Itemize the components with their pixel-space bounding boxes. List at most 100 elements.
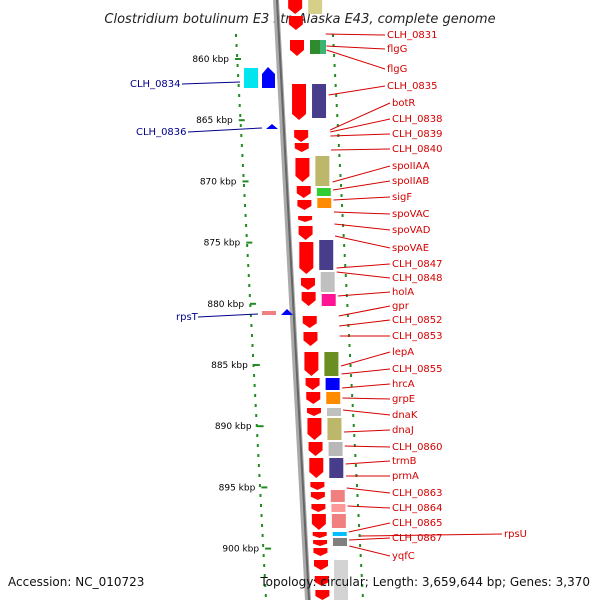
dot-tick (257, 464, 260, 467)
gene-arrow (294, 143, 309, 152)
leader-line (346, 487, 391, 494)
gene-arrow (304, 352, 319, 376)
dot-tick (248, 294, 251, 297)
cog-bar (329, 458, 344, 478)
dot-tick (333, 54, 336, 57)
dot-tick (263, 564, 266, 567)
gene-arrow (311, 504, 326, 512)
dot-tick (244, 214, 247, 217)
gene-arrow (308, 442, 323, 456)
gene-arrow (305, 378, 320, 390)
dot-tick (346, 314, 349, 317)
dot-tick (256, 434, 259, 437)
gene-label-left: CLH_0836 (136, 127, 187, 138)
leader-line (359, 533, 503, 537)
dot-tick (336, 114, 339, 117)
gene-label-right: spoVAC (392, 209, 430, 220)
gene-label-right: CLH_0835 (387, 81, 438, 92)
leader-line (336, 271, 391, 279)
dot-tick (346, 304, 349, 307)
leader-line (197, 313, 259, 318)
gene-arrow (298, 226, 313, 240)
dot-tick (261, 534, 264, 537)
dot-tick (358, 524, 361, 527)
dot-tick (345, 284, 348, 287)
dot-tick (343, 244, 346, 247)
gene-arrow (311, 514, 326, 530)
gene-label-right: spoIIAA (392, 161, 430, 172)
dot-tick (360, 574, 363, 577)
leader-line (342, 397, 391, 400)
leader-line (349, 545, 391, 557)
cog-bar (317, 198, 332, 208)
leader-line (348, 522, 391, 533)
leader-line (181, 81, 241, 85)
dot-tick (258, 484, 261, 487)
dot-tick (350, 384, 353, 387)
dot-tick (250, 324, 253, 327)
dot-tick (257, 454, 260, 457)
leader-line (330, 133, 391, 137)
cog-bar (331, 504, 346, 512)
scale-label: 890 kbp (215, 422, 252, 432)
dot-tick (359, 554, 362, 557)
gene-arrow (299, 242, 314, 274)
gene-arrow (312, 532, 327, 538)
gene-label-right: dnaK (392, 410, 418, 421)
right-gene-labels: CLH_0831 flgG flgG CLH_0835 botR CLH_0838 CLH_… (325, 30, 527, 562)
cog-bar (324, 352, 339, 376)
dot-tick (342, 234, 345, 237)
gene-label-right: CLH_0847 (392, 259, 443, 270)
dot-tick (354, 464, 357, 467)
gene-label-right: CLH_0852 (392, 315, 443, 326)
gene-arrow (314, 560, 328, 570)
dot-tick (360, 564, 363, 567)
gene-arrow (307, 418, 322, 440)
gene-label-right: rpsU (504, 529, 527, 540)
leader-line (345, 460, 391, 465)
dot-tick (262, 544, 265, 547)
gene-arrow (306, 392, 321, 404)
scale-label: 860 kbp (192, 55, 229, 65)
leader-line (344, 445, 391, 448)
dot-tick (248, 284, 251, 287)
gene-arrow (294, 130, 309, 142)
dot-tick (245, 234, 248, 237)
gene-label-right: CLH_0848 (392, 273, 443, 284)
gene-label-right: gpr (392, 301, 410, 312)
dot-tick (358, 534, 361, 537)
dot-tick (238, 104, 241, 107)
dot-tick (246, 244, 249, 247)
scale-tick (261, 486, 268, 489)
dot-tick (355, 484, 358, 487)
dot-tick (250, 334, 253, 337)
dot-tick (247, 264, 250, 267)
leader-line (325, 33, 386, 36)
leader-line (344, 429, 391, 433)
dot-tick (334, 84, 337, 87)
dot-tick (245, 224, 248, 227)
dot-tick (359, 544, 362, 547)
scale-tick (242, 180, 249, 183)
gene-arrow (295, 158, 310, 182)
dot-tick (264, 594, 267, 597)
scale-label: 885 kbp (211, 361, 248, 371)
cog-bar (308, 0, 323, 14)
scale-tick (257, 425, 264, 428)
leader-line (333, 196, 391, 201)
dot-tick (235, 44, 238, 47)
dot-tick (255, 424, 258, 427)
dot-tick (357, 504, 359, 507)
scale-tick (238, 119, 245, 122)
dot-tick (237, 74, 240, 77)
cog-bar (315, 156, 330, 186)
scale-tick (250, 302, 257, 305)
dot-tick (256, 444, 259, 447)
reverse-gene-arrow (244, 68, 258, 88)
gene-label-right: CLH_0860 (392, 442, 443, 453)
leader-line (330, 118, 391, 133)
gene-label-right: hrcA (392, 379, 415, 390)
leader-line (336, 263, 391, 269)
scale-tick (246, 241, 253, 244)
gene-arrow (296, 186, 311, 198)
